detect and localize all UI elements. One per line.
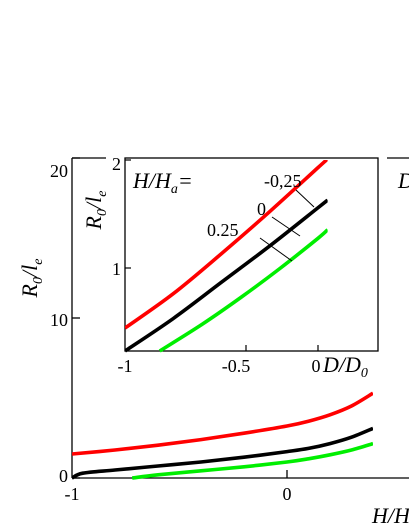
inset-title-main: H/H — [132, 168, 172, 193]
main-y-title-sub1: 0 — [31, 277, 46, 284]
inset-axes — [124, 157, 379, 352]
inset-x-tick-label-minus05: -0.5 — [222, 356, 251, 376]
main-y-tick-label-0: 0 — [59, 466, 68, 486]
inset-x-axis-title: D/D0 — [322, 352, 368, 381]
main-y-title-r: R — [17, 283, 42, 298]
main-series-black-line — [72, 426, 373, 480]
inset-x-tick-label-0: 0 — [312, 356, 321, 376]
inset-leaders — [259, 189, 315, 262]
main-y-tick-label-20: 20 — [50, 161, 68, 181]
main-y-axis-title: R0/le — [17, 259, 46, 299]
main-legend-fragment: D — [397, 168, 409, 193]
inset-series-black-line — [125, 198, 328, 353]
inset-frame — [124, 157, 379, 352]
inset-y-title-r: R — [81, 215, 106, 230]
inset-leader-green — [259, 237, 293, 262]
inset-x-tick-label-minus1: -1 — [118, 356, 133, 376]
inset-y-axis-title: R0/le — [81, 191, 110, 231]
main-x-tick-label-0: 0 — [283, 484, 292, 504]
inset-y-title-sub2: e — [95, 191, 110, 197]
inset-y-tick-label-1: 1 — [112, 259, 121, 279]
main-y-title-slash: /l — [17, 265, 42, 279]
main-y-tick-label-10: 10 — [50, 310, 68, 330]
inset-series-red-line — [125, 160, 328, 330]
main-x-axis-title: H/H — [371, 503, 409, 528]
inset-background — [107, 148, 387, 372]
inset-title: H/Ha= — [132, 168, 193, 197]
main-series-red-line — [72, 391, 373, 456]
inset-series-green-line — [158, 228, 328, 353]
inset-label-black: 0 — [257, 199, 266, 219]
inset-y-title-sub1: 0 — [95, 209, 110, 216]
main-y-title-sub2: e — [31, 259, 46, 265]
inset-leader-black — [271, 216, 301, 237]
main-series-group — [72, 391, 373, 480]
main-x-tick-label-minus1: -1 — [65, 484, 80, 504]
inset-y-tick-label-2: 2 — [112, 154, 121, 174]
inset-series-group — [125, 160, 328, 353]
main-series-green-line — [131, 441, 373, 480]
inset-title-sub: a — [171, 182, 178, 197]
inset-x-title-main: D/D — [322, 352, 361, 377]
inset-leader-red — [295, 189, 315, 208]
inset-label-red: -0,25 — [264, 171, 302, 191]
inset-y-title-slash: /l — [81, 197, 106, 211]
inset-title-eq: = — [178, 168, 193, 193]
inset-label-green: 0.25 — [207, 220, 239, 240]
inset-x-title-sub: 0 — [361, 366, 368, 381]
